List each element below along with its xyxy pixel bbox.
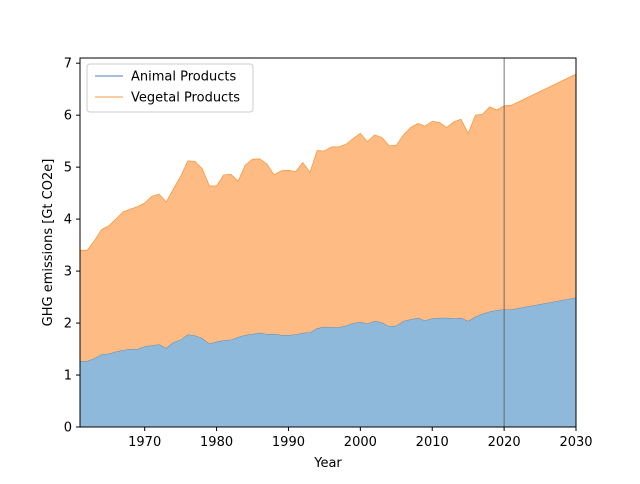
x-tick-label: 2010 (416, 435, 449, 450)
x-tick-label: 2030 (559, 435, 592, 450)
series-line-1 (80, 73, 577, 251)
x-axis-label: Year (313, 456, 342, 471)
y-tick-label: 3 (64, 265, 72, 280)
legend-label-0: Animal Products (131, 70, 236, 85)
x-tick-label: 2020 (488, 435, 521, 450)
y-tick-label: 4 (64, 213, 72, 228)
y-tick-label: 6 (64, 109, 72, 124)
series-area-1 (80, 74, 576, 361)
y-axis-label: GHG emissions [Gt CO2e] (41, 159, 56, 327)
x-tick-label: 1990 (272, 435, 305, 450)
plot-areas (80, 73, 577, 427)
plot-frame (79, 57, 577, 428)
y-tick-label: 5 (64, 161, 72, 176)
legend-box (86, 63, 254, 113)
y-tick-label: 1 (64, 369, 72, 384)
y-tick-label: 7 (64, 57, 72, 72)
series-area-0 (80, 297, 576, 427)
y-axis-ticks: 0 1 2 3 4 5 6 7 (64, 57, 80, 436)
x-tick-label: 1980 (200, 435, 233, 450)
legend: Animal Products Vegetal Products (86, 63, 254, 113)
x-axis-ticks: 1970 1980 1990 2000 2010 2020 2030 (128, 427, 593, 450)
y-tick-label: 2 (64, 317, 72, 332)
y-tick-label: 0 (64, 421, 72, 436)
x-tick-label: 2000 (344, 435, 377, 450)
x-tick-label: 1970 (128, 435, 161, 450)
legend-label-1: Vegetal Products (131, 91, 240, 106)
